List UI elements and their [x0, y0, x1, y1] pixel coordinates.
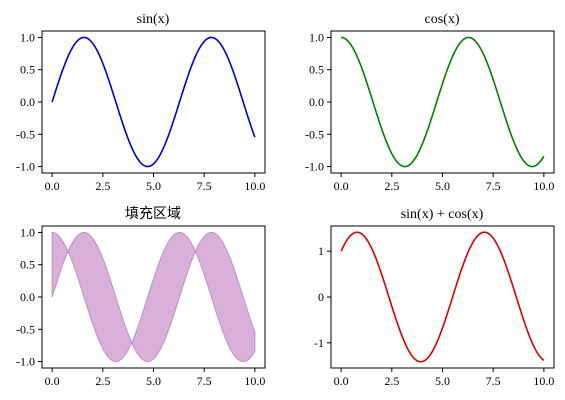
x-tick-label: 0.0 — [334, 179, 349, 193]
x-tick-label: 10.0 — [533, 179, 554, 193]
y-tick-label: 0.5 — [309, 63, 324, 77]
axes-frame — [330, 225, 555, 369]
y-tick-label: -1 — [314, 336, 324, 350]
y-tick-label: -1.0 — [16, 355, 35, 369]
series-line — [341, 36, 545, 168]
subplot-sum: sin(x) + cos(x) 0.0 2.5 5.0 7.5 10.0 1 0 -1 — [314, 207, 555, 388]
y-tick-label: -1.0 — [16, 160, 35, 174]
y-tick-label: 1.0 — [20, 30, 35, 44]
y-tick-label: 0.0 — [20, 95, 35, 109]
y-tick-label: 0.0 — [309, 95, 324, 109]
x-tick-label: 2.5 — [384, 374, 399, 388]
subplot-fill: 填充区域 0.0 2.5 5.0 7.5 10.0 1.0 0.5 0.0 -0.5 -1.0 — [16, 206, 266, 388]
axes-frame — [41, 225, 266, 369]
chart-title: sin(x) + cos(x) — [401, 207, 484, 222]
x-tick-label: 0.0 — [45, 179, 60, 193]
y-tick-label: 0.5 — [20, 258, 35, 272]
y-tick-label: 0.0 — [20, 290, 35, 304]
chart-title: sin(x) — [137, 12, 170, 27]
x-tick-label: 7.5 — [486, 374, 501, 388]
x-tick-label: 5.0 — [146, 179, 161, 193]
y-tick-label: -0.5 — [305, 127, 324, 141]
subplot-cos: cos(x) 0.0 2.5 5.0 7.5 10.0 1.0 0.5 0.0 -0.5 -1.… — [305, 12, 555, 193]
chart-title: 填充区域 — [125, 206, 181, 222]
y-tick-label: 1 — [318, 244, 324, 258]
x-tick-label: 5.0 — [146, 374, 161, 388]
x-tick-label: 10.0 — [244, 374, 265, 388]
x-tick-label: 5.0 — [435, 374, 450, 388]
y-tick-label: 0 — [318, 290, 324, 304]
x-tick-label: 7.5 — [197, 179, 212, 193]
y-tick-label: -1.0 — [305, 160, 324, 174]
chart-title: cos(x) — [425, 12, 460, 27]
x-tick-label: 5.0 — [435, 179, 450, 193]
axes-frame — [330, 30, 555, 174]
x-tick-label: 10.0 — [244, 179, 265, 193]
y-tick-label: -0.5 — [16, 127, 35, 141]
axes-frame — [41, 30, 266, 174]
fill-area — [51, 231, 256, 363]
x-tick-label: 7.5 — [486, 179, 501, 193]
x-tick-label: 2.5 — [95, 374, 110, 388]
series-line — [51, 36, 256, 168]
x-tick-label: 2.5 — [95, 179, 110, 193]
y-tick-label: -0.5 — [16, 322, 35, 336]
subplot-sin: sin(x) 0.0 2.5 5.0 7.5 10.0 1.0 0.5 0.0 -0.5 -1.… — [16, 12, 266, 193]
x-tick-label: 7.5 — [197, 374, 212, 388]
y-tick-label: 0.5 — [20, 63, 35, 77]
y-tick-label: 1.0 — [20, 225, 35, 239]
x-tick-label: 2.5 — [384, 179, 399, 193]
y-tick-label: 1.0 — [309, 30, 324, 44]
x-tick-label: 0.0 — [45, 374, 60, 388]
x-tick-label: 10.0 — [533, 374, 554, 388]
series-line — [340, 231, 545, 363]
x-tick-label: 0.0 — [334, 374, 349, 388]
